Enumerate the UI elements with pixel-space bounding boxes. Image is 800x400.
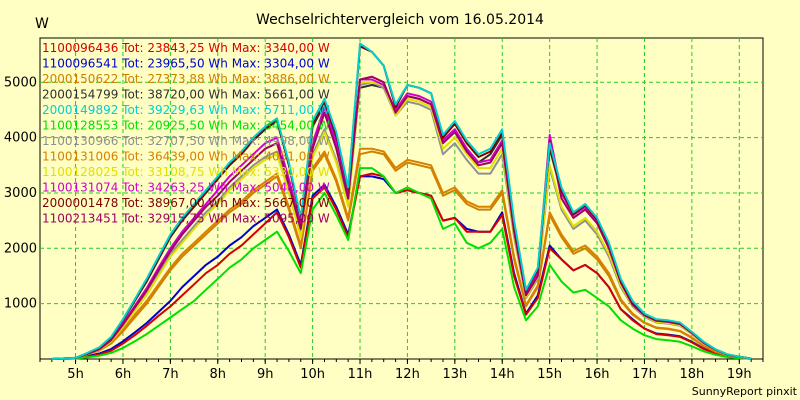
x-tick-label: 16h (585, 367, 610, 382)
legend-entry-2000001478: 2000001478 Tot: 38967,00 Wh Max: 5667,00… (42, 196, 330, 210)
legend-entry-1100128025: 1100128025 Tot: 33108,75 Wh Max: 5330,00… (42, 165, 330, 179)
x-tick-label: 18h (679, 367, 704, 382)
legend-entry-1100131074: 1100131074 Tot: 34263,25 Wh Max: 5048,00… (42, 181, 330, 195)
x-tick-label: 9h (257, 367, 274, 382)
y-tick-label: 2000 (4, 241, 37, 256)
legend-entry-1100213451: 1100213451 Tot: 32915,75 Wh Max: 5095,00… (42, 212, 330, 226)
legend: 1100096436 Tot: 23843,25 Wh Max: 3340,00… (42, 41, 330, 226)
x-tick-label: 5h (67, 367, 84, 382)
y-tick-label: 5000 (4, 75, 37, 90)
series-line-1100128553 (51, 167, 752, 360)
legend-entry-1100096436: 1100096436 Tot: 23843,25 Wh Max: 3340,00… (42, 41, 330, 55)
x-tick-label: 11h (348, 367, 373, 382)
x-tick-label: 6h (115, 367, 132, 382)
y-tick-label: 1000 (4, 297, 37, 312)
series-line-2000149892 (51, 42, 752, 360)
x-tick-label: 7h (162, 367, 179, 382)
axes: 1000 2000 3000 4000 5000 5h 6h 7h 8h 9h 10h 11h 12h 1… (4, 75, 764, 382)
x-tick-label: 12h (395, 367, 420, 382)
legend-entry-2000154799: 2000154799 Tot: 38720,00 Wh Max: 5661,00… (42, 88, 330, 102)
plot-area (39, 37, 764, 360)
legend-entry-2000149892: 2000149892 Tot: 39229,63 Wh Max: 5711,00… (42, 103, 330, 117)
legend-entry-1100130966: 1100130966 Tot: 32707,50 Wh Max: 4998,00… (42, 134, 330, 148)
legend-entry-2000150622: 2000150622 Tot: 27373,88 Wh Max: 3886,00… (42, 72, 330, 86)
x-tick-label: 14h (490, 367, 515, 382)
legend-entry-1100128553: 1100128553 Tot: 20925,50 Wh Max: 3454,00… (42, 119, 330, 133)
x-tick-label: 10h (300, 367, 325, 382)
x-tick-label: 17h (632, 367, 657, 382)
series-group (51, 42, 752, 360)
x-tick-label: 13h (442, 367, 467, 382)
chart-title: Wechselrichtervergleich vom 16.05.2014 (256, 12, 544, 28)
legend-entry-1100131006: 1100131006 Tot: 36439,00 Wh Max: 4051,00… (42, 150, 330, 164)
footer-credit: SunnyReport pinxit (692, 385, 798, 398)
series-line-1100096436 (51, 172, 752, 360)
x-tick-label: 19h (727, 367, 752, 382)
legend-entry-1100096541: 1100096541 Tot: 23965,50 Wh Max: 3304,00… (42, 57, 330, 71)
x-tick-label: 15h (537, 367, 562, 382)
series-line-1100213451 (51, 75, 752, 360)
y-tick-label: 4000 (4, 131, 37, 146)
y-tick-label: 3000 (4, 186, 37, 201)
x-tick-label: 8h (210, 367, 227, 382)
series-line-1100131006 (51, 147, 752, 360)
y-axis-unit-label: W (35, 16, 49, 32)
